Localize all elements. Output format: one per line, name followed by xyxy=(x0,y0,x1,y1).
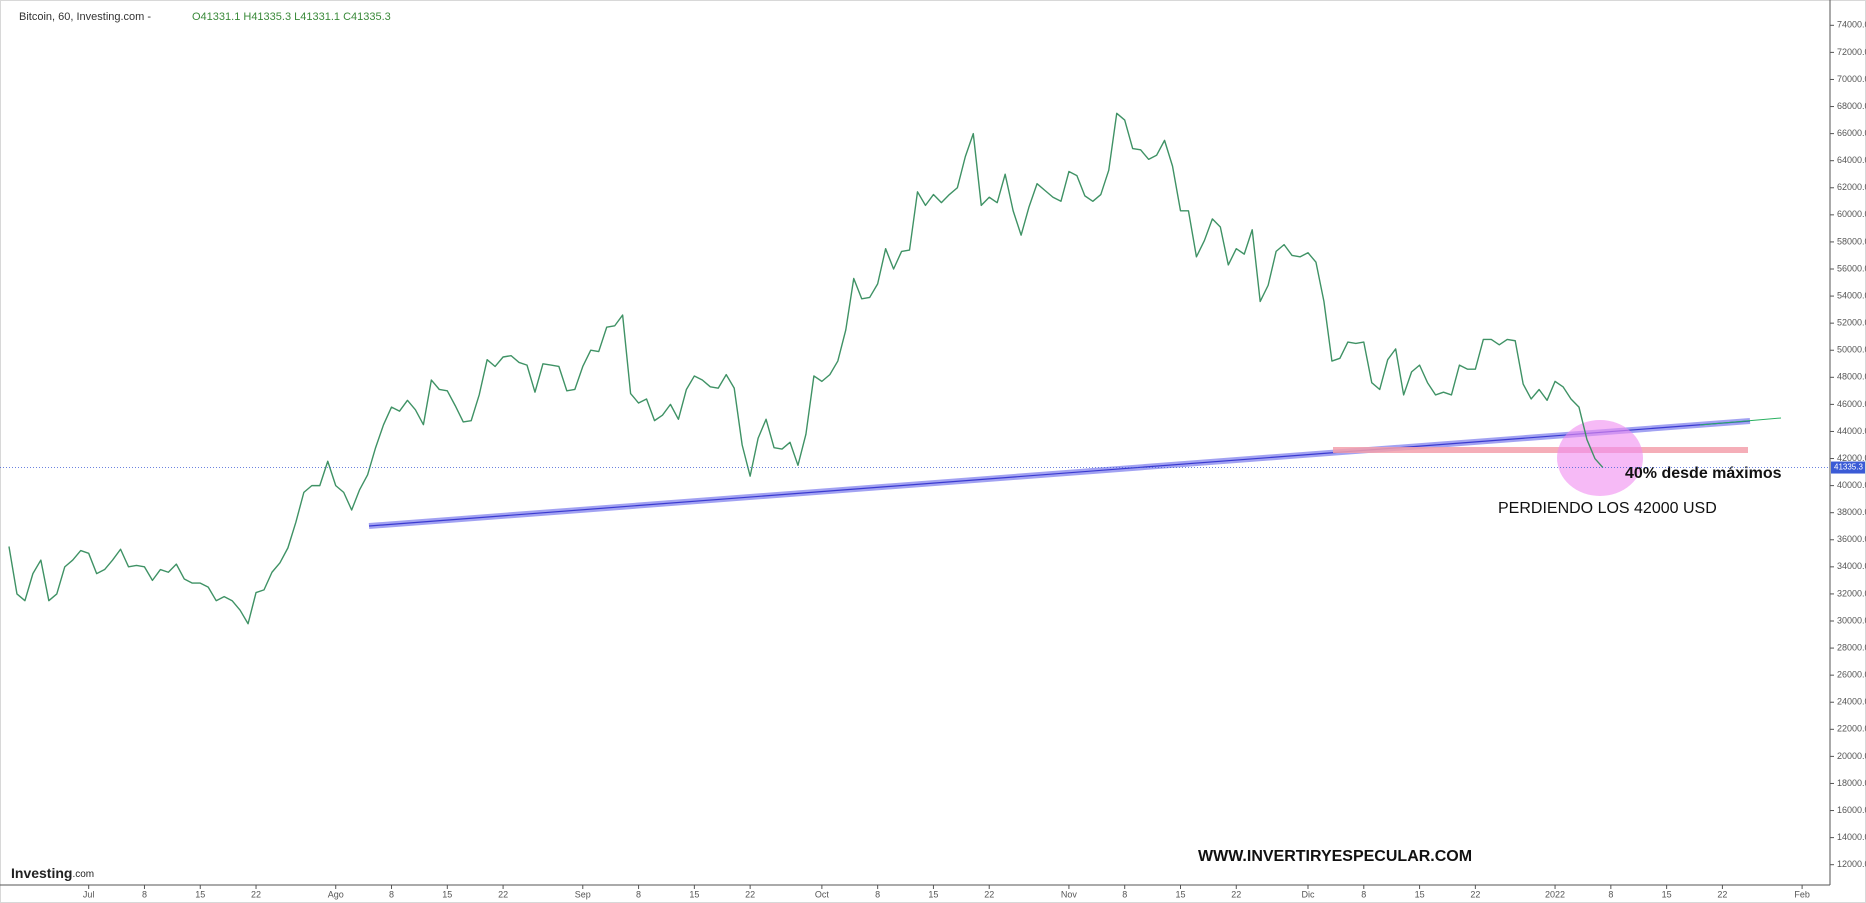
y-tick-label: 52000.0 xyxy=(1837,318,1866,328)
x-tick-label: 8 xyxy=(389,889,394,899)
x-tick-label: 15 xyxy=(442,889,452,899)
x-tick-label: Oct xyxy=(815,889,830,899)
x-tick-label: 22 xyxy=(251,889,261,899)
y-tick-label: 24000.0 xyxy=(1837,697,1866,707)
x-tick-label: 8 xyxy=(875,889,880,899)
price-line xyxy=(8,112,1604,625)
y-tick-label: 22000.0 xyxy=(1837,724,1866,734)
y-tick-label: 74000.0 xyxy=(1837,20,1866,30)
y-tick-label: 40000.0 xyxy=(1837,480,1866,490)
y-tick-label: 58000.0 xyxy=(1837,236,1866,246)
annotation: PERDIENDO LOS 42000 USD xyxy=(1498,500,1717,517)
y-tick-label: 60000.0 xyxy=(1837,209,1866,219)
x-tick-label: 15 xyxy=(1415,889,1425,899)
x-tick-label: 15 xyxy=(689,889,699,899)
y-tick-label: 56000.0 xyxy=(1837,263,1866,273)
y-tick-label: 50000.0 xyxy=(1837,345,1866,355)
y-tick-label: 66000.0 xyxy=(1837,128,1866,138)
x-tick-label: 22 xyxy=(1470,889,1480,899)
y-tick-label: 68000.0 xyxy=(1837,101,1866,111)
x-tick-label: 8 xyxy=(1122,889,1127,899)
y-tick-label: 12000.0 xyxy=(1837,859,1866,869)
x-tick-label: 15 xyxy=(195,889,205,899)
y-tick-label: 26000.0 xyxy=(1837,670,1866,680)
last-price-label: 41335.3 xyxy=(1834,463,1863,472)
logo-main: Investing xyxy=(11,865,72,881)
x-tick-label: 8 xyxy=(1608,889,1613,899)
y-tick-label: 46000.0 xyxy=(1837,399,1866,409)
x-tick-label: 2022 xyxy=(1545,889,1565,899)
logo-suffix: .com xyxy=(72,869,94,880)
y-tick-label: 54000.0 xyxy=(1837,290,1866,300)
x-tick-label: 15 xyxy=(928,889,938,899)
y-tick-label: 64000.0 xyxy=(1837,155,1866,165)
x-tick-label: 8 xyxy=(636,889,641,899)
trend-extension xyxy=(1699,417,1782,426)
x-tick-label: Ago xyxy=(328,889,344,899)
x-tick-label: Sep xyxy=(575,889,591,899)
y-tick-label: 34000.0 xyxy=(1837,561,1866,571)
y-tick-label: 48000.0 xyxy=(1837,372,1866,382)
x-tick-label: 8 xyxy=(142,889,147,899)
y-tick-label: 30000.0 xyxy=(1837,615,1866,625)
annotation: 40% desde máximos xyxy=(1625,465,1782,482)
y-tick-label: 28000.0 xyxy=(1837,642,1866,652)
y-tick-label: 44000.0 xyxy=(1837,426,1866,436)
x-tick-label: 15 xyxy=(1662,889,1672,899)
ohlc: O41331.1 H41335.3 L41331.1 C41335.3 xyxy=(192,11,391,23)
y-tick-label: 32000.0 xyxy=(1837,588,1866,598)
drawings xyxy=(368,417,1782,529)
y-tick-label: 62000.0 xyxy=(1837,182,1866,192)
y-tick-label: 18000.0 xyxy=(1837,778,1866,788)
x-tick-label: 22 xyxy=(1231,889,1241,899)
x-tick-label: 22 xyxy=(498,889,508,899)
watermark: WWW.INVERTIRYESPECULAR.COM xyxy=(1198,848,1472,865)
y-tick-label: 36000.0 xyxy=(1837,534,1866,544)
x-tick-label: Jul xyxy=(83,889,95,899)
x-tick-label: 22 xyxy=(1717,889,1727,899)
y-tick-label: 70000.0 xyxy=(1837,74,1866,84)
x-tick-label: Nov xyxy=(1061,889,1078,899)
highlight-circle xyxy=(1557,420,1643,496)
x-tick-label: Dic xyxy=(1302,889,1315,899)
y-tick-label: 14000.0 xyxy=(1837,832,1866,842)
y-tick-label: 38000.0 xyxy=(1837,507,1866,517)
y-tick-label: 20000.0 xyxy=(1837,751,1866,761)
last-price-box xyxy=(1831,461,1865,474)
logo: Investing.com xyxy=(11,865,94,881)
x-tick-label: 15 xyxy=(1175,889,1185,899)
chart-title: Bitcoin, 60, Investing.com - xyxy=(19,11,151,23)
y-tick-label: 72000.0 xyxy=(1837,47,1866,57)
y-tick-label: 42000.0 xyxy=(1837,453,1866,463)
trend-line-core xyxy=(368,420,1751,527)
x-tick-label: 22 xyxy=(745,889,755,899)
x-tick-label: 8 xyxy=(1361,889,1366,899)
y-tick-label: 16000.0 xyxy=(1837,805,1866,815)
x-tick-label: 22 xyxy=(984,889,994,899)
x-tick-label: Feb xyxy=(1794,889,1810,899)
